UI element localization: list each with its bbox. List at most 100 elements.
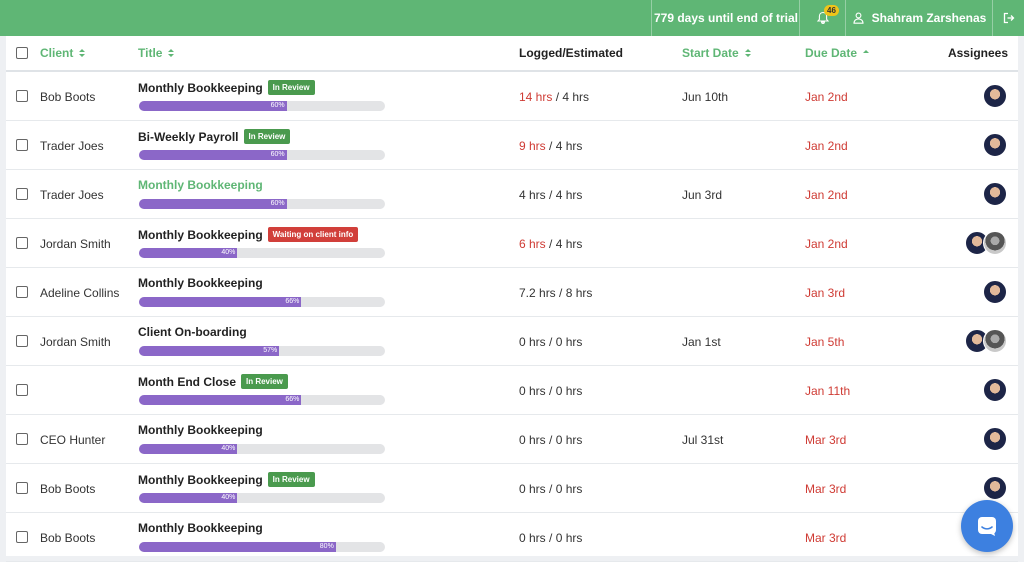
user-menu[interactable]: Shahram Zarshenas (845, 0, 993, 36)
start-date: Jul 31st (682, 433, 724, 447)
table-row[interactable]: Bob Boots Monthly Bookkeeping 80% 0 hrs / 0… (6, 512, 1018, 562)
progress-label: 66% (285, 396, 300, 403)
logged-column-header: Logged/Estimated (519, 46, 624, 60)
task-title[interactable]: Monthly Bookkeeping (138, 276, 263, 290)
task-title[interactable]: Monthly Bookkeeping (138, 178, 263, 192)
client-name[interactable]: Bob Boots (40, 90, 96, 104)
row-checkbox[interactable] (16, 531, 28, 543)
select-all-cell (16, 36, 28, 70)
logged-estimated: 14 hrs / 4 hrs (519, 90, 589, 104)
task-title[interactable]: Bi-Weekly Payroll (138, 129, 239, 144)
title-column-header[interactable]: Title (138, 36, 175, 70)
table-row[interactable]: CEO Hunter Monthly Bookkeeping 40% 0 hrs / … (6, 414, 1018, 464)
client-name[interactable]: CEO Hunter (40, 433, 106, 447)
task-title-line: Monthly Bookkeeping In Review (138, 472, 315, 487)
table-row[interactable]: Bob Boots Monthly Bookkeeping In Review 40%… (6, 463, 1018, 513)
progress-fill: 60% (139, 101, 287, 111)
avatar[interactable] (983, 427, 1007, 451)
table-row[interactable]: Adeline Collins Monthly Bookkeeping 66% 7.2… (6, 267, 1018, 317)
logged-estimated: 0 hrs / 0 hrs (519, 384, 582, 398)
row-checkbox[interactable] (16, 482, 28, 494)
progress-bar: 66% (139, 395, 385, 405)
assignee-avatars (983, 182, 1007, 206)
task-title[interactable]: Monthly Bookkeeping (138, 521, 263, 535)
progress-label: 60% (270, 102, 285, 109)
due-date-column-header[interactable]: Due Date (805, 36, 870, 70)
progress-fill: 66% (139, 297, 302, 307)
task-title[interactable]: Monthly Bookkeeping (138, 423, 263, 437)
client-name[interactable]: Jordan Smith (40, 335, 111, 349)
progress-fill: 57% (139, 346, 280, 356)
task-title[interactable]: Client On-boarding (138, 325, 247, 339)
row-checkbox[interactable] (16, 384, 28, 396)
logged-hours: 9 hrs (519, 139, 546, 153)
notification-count-badge: 46 (824, 5, 839, 16)
assignee-avatars (983, 84, 1007, 108)
table-row[interactable]: Jordan Smith Client On-boarding 57% 0 hrs /… (6, 316, 1018, 366)
client-name[interactable]: Trader Joes (40, 139, 104, 153)
notifications-button[interactable]: 46 (799, 0, 846, 36)
task-title-line: Monthly Bookkeeping Waiting on client inf… (138, 227, 359, 242)
avatar[interactable] (983, 133, 1007, 157)
select-all-checkbox[interactable] (16, 47, 28, 59)
user-name: Shahram Zarshenas (871, 11, 987, 25)
avatar[interactable] (983, 231, 1007, 255)
row-checkbox[interactable] (16, 286, 28, 298)
progress-label: 57% (263, 347, 278, 354)
status-badge: In Review (267, 80, 315, 95)
assignee-avatars (983, 476, 1007, 500)
avatar[interactable] (983, 378, 1007, 402)
sort-icon (744, 49, 751, 57)
row-checkbox[interactable] (16, 335, 28, 347)
logged-estimated: 6 hrs / 4 hrs (519, 237, 582, 251)
table-row[interactable]: Trader Joes Monthly Bookkeeping 60% 4 hrs /… (6, 169, 1018, 219)
logged-hours: 0 hrs (519, 482, 546, 496)
avatar[interactable] (983, 84, 1007, 108)
chat-launcher-button[interactable] (961, 500, 1013, 552)
logout-button[interactable] (992, 0, 1024, 36)
table-row[interactable]: Month End Close In Review 66% 0 hrs / 0 hrs… (6, 365, 1018, 415)
row-checkbox[interactable] (16, 237, 28, 249)
client-name[interactable]: Adeline Collins (40, 286, 120, 300)
progress-bar: 40% (139, 444, 385, 454)
task-title[interactable]: Monthly Bookkeeping (138, 472, 263, 487)
table-row[interactable]: Trader Joes Bi-Weekly Payroll In Review 60%… (6, 120, 1018, 170)
avatar[interactable] (983, 182, 1007, 206)
logout-icon (1003, 12, 1015, 24)
logged-estimated: 4 hrs / 4 hrs (519, 188, 582, 202)
task-title-line: Monthly Bookkeeping (138, 521, 263, 535)
row-checkbox[interactable] (16, 188, 28, 200)
avatar[interactable] (983, 329, 1007, 353)
logged-hours: 0 hrs (519, 384, 546, 398)
logged-estimated: 9 hrs / 4 hrs (519, 139, 582, 153)
client-name[interactable]: Jordan Smith (40, 237, 111, 251)
task-title[interactable]: Month End Close (138, 374, 236, 389)
logged-estimated: 7.2 hrs / 8 hrs (519, 286, 592, 300)
client-column-header[interactable]: Client (40, 36, 86, 70)
progress-bar: 60% (139, 101, 385, 111)
avatar[interactable] (983, 476, 1007, 500)
table-row[interactable]: Jordan Smith Monthly Bookkeeping Waiting o… (6, 218, 1018, 268)
row-checkbox[interactable] (16, 90, 28, 102)
due-date: Mar 3rd (805, 433, 847, 447)
row-checkbox[interactable] (16, 139, 28, 151)
table-row[interactable]: Bob Boots Monthly Bookkeeping In Review 60%… (6, 71, 1018, 121)
client-name[interactable]: Bob Boots (40, 531, 96, 545)
task-title[interactable]: Monthly Bookkeeping (138, 80, 263, 95)
task-title-line: Monthly Bookkeeping (138, 276, 263, 290)
estimated-hours: / 4 hrs (545, 237, 583, 251)
trial-countdown[interactable]: 779 days until end of trial (651, 0, 800, 36)
assignees-column-header: Assignees (947, 46, 1008, 60)
estimated-hours: / 4 hrs (545, 188, 583, 202)
sort-ascending-icon (863, 50, 870, 53)
avatar[interactable] (983, 280, 1007, 304)
estimated-hours: / 0 hrs (545, 335, 583, 349)
sort-icon (79, 49, 86, 57)
assignee-avatars (965, 231, 1007, 255)
start-date-column-header[interactable]: Start Date (682, 36, 752, 70)
task-title[interactable]: Monthly Bookkeeping (138, 227, 263, 242)
row-checkbox[interactable] (16, 433, 28, 445)
client-name[interactable]: Trader Joes (40, 188, 104, 202)
assignee-avatars (965, 329, 1007, 353)
client-name[interactable]: Bob Boots (40, 482, 96, 496)
